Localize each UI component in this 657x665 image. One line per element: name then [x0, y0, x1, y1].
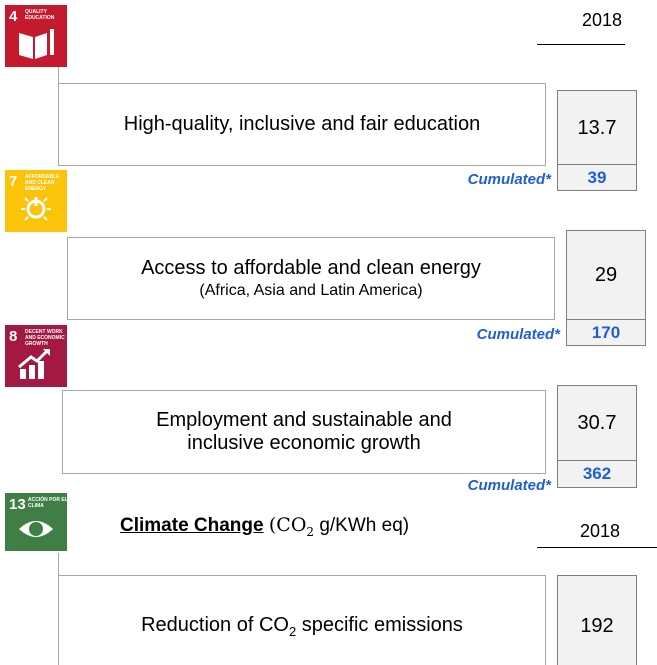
value-box: 30.7 — [557, 385, 637, 462]
connector — [58, 66, 59, 84]
icon-number: 8 — [9, 328, 18, 345]
value-box: 29 — [566, 230, 646, 321]
climate-heading: Climate Change (CO2 g/KWh eq) — [120, 514, 409, 539]
text-suffix: specific emissions — [296, 613, 463, 636]
unit-suffix: g/KWh eq) — [314, 515, 410, 536]
cumulated-value: 362 — [582, 464, 612, 483]
cumulated-box: 362 — [557, 460, 637, 488]
text: Reduction of CO2 specific emissions — [141, 614, 463, 639]
icon-number: 7 — [9, 173, 18, 190]
value-box: 192 — [557, 575, 637, 665]
climate-title: Climate Change — [120, 515, 264, 536]
icon-pictogram — [21, 197, 51, 221]
sdg-icon: 8 DECENT WORK AND ECONOMIC GROWTH — [5, 325, 67, 387]
cumulated-label: Cumulated* — [467, 171, 551, 188]
icon-pictogram — [18, 349, 50, 379]
rule — [537, 44, 625, 45]
sdg-icon: 4 QUALITY EDUCATION — [5, 5, 67, 67]
text-sub: 2 — [288, 623, 297, 639]
icon-number: 4 — [9, 8, 18, 25]
cumulated-value: 170 — [591, 322, 621, 342]
icon-pictogram — [19, 521, 53, 537]
cumulated-label: Cumulated* — [476, 326, 560, 343]
text: Access to affordable and clean energy — [141, 257, 481, 279]
cumulated-box: 39 — [557, 164, 637, 191]
value: 30.7 — [577, 412, 617, 434]
year-header: 2018 — [582, 10, 623, 30]
unit-sub: 2 — [306, 524, 315, 539]
sdg-icon: 7 AFFORDABLE AND CLEAN ENERGY — [5, 170, 67, 232]
subtext: (Africa, Asia and Latin America) — [199, 282, 423, 299]
unit: (CO2 g/KWh eq) — [268, 514, 410, 539]
icon-label: QUALITY EDUCATION — [25, 9, 55, 21]
text: High-quality, inclusive and fair educati… — [123, 113, 481, 135]
text-prefix: Reduction of CO — [141, 613, 289, 636]
text-box: Employment and sustainable and inclusive… — [62, 390, 546, 474]
year-header: 2018 — [580, 521, 621, 541]
connector — [58, 553, 59, 576]
icon-label: AFFORDABLE AND CLEAN ENERGY — [25, 174, 60, 192]
unit-prefix: (CO — [268, 514, 307, 536]
cumulated-label: Cumulated* — [467, 477, 551, 494]
value-box: 13.7 — [557, 90, 637, 166]
icon-label: DECENT WORK AND ECONOMIC GROWTH — [25, 329, 65, 347]
icon-label: ACCIÓN POR EL CLIMA — [28, 497, 67, 509]
rule — [537, 547, 657, 548]
value: 192 — [580, 614, 614, 637]
text-box: Reduction of CO2 specific emissions — [58, 575, 546, 665]
sdg-icon: 13 ACCIÓN POR EL CLIMA — [5, 493, 67, 551]
value: 13.7 — [577, 116, 617, 139]
text-box: High-quality, inclusive and fair educati… — [58, 83, 546, 166]
text-box: Access to affordable and clean energy (A… — [67, 237, 555, 320]
cumulated-box: 170 — [566, 319, 646, 346]
cumulated-value: 39 — [587, 167, 607, 187]
value: 29 — [594, 264, 618, 286]
icon-number: 13 — [9, 496, 26, 513]
text: Employment and sustainable and inclusive… — [156, 409, 452, 454]
icon-pictogram — [19, 29, 54, 59]
